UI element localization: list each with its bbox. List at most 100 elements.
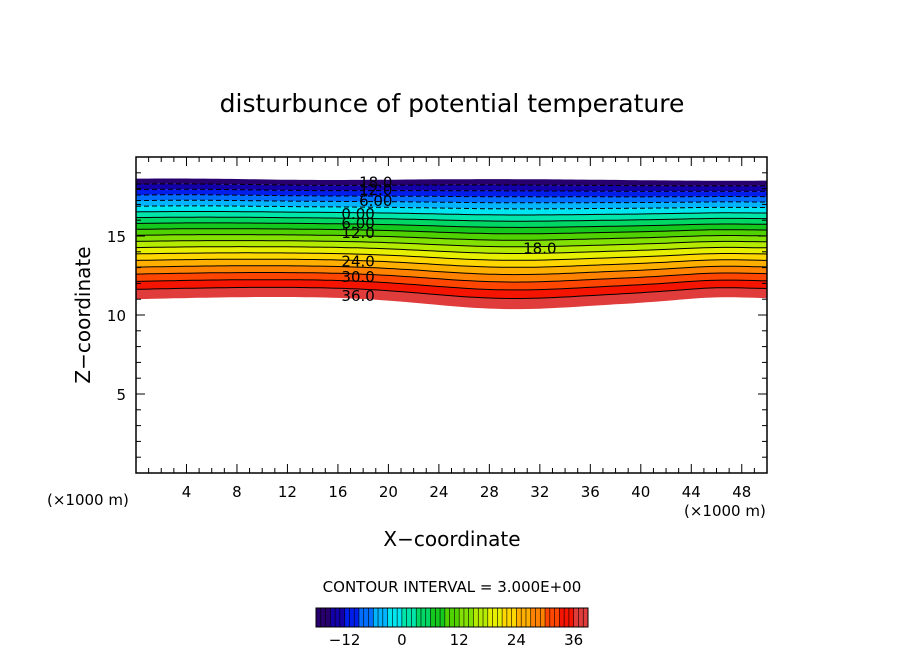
contour-label: 30.0 <box>341 268 374 286</box>
axis-ticks <box>136 157 767 473</box>
x-tick-label: 8 <box>232 483 242 501</box>
colorbar-swatch <box>540 608 546 627</box>
contour-label: 0.00 <box>341 205 374 223</box>
colorbar-swatch <box>506 608 512 627</box>
x-origin-unit: (×1000 m) <box>47 491 129 509</box>
colorbar-swatch <box>411 608 417 627</box>
contour-line <box>136 272 767 283</box>
contour-line <box>136 205 767 210</box>
colorbar-swatch <box>387 608 393 627</box>
x-axis-unit: (×1000 m) <box>684 502 766 520</box>
colorbar-swatch <box>492 608 498 627</box>
contour-line <box>136 240 767 248</box>
contour-band <box>136 222 767 234</box>
colorbar-swatch <box>573 608 579 627</box>
colorbar-swatch <box>568 608 574 627</box>
contour-band <box>136 240 767 254</box>
contour-line <box>136 286 767 299</box>
colorbar-swatch <box>530 608 536 627</box>
contour-line <box>136 258 767 268</box>
colorbar-swatch <box>578 608 584 627</box>
contour-field <box>136 178 767 310</box>
contour-label: 12.0 <box>359 181 392 199</box>
colorbar-swatch <box>440 608 446 627</box>
contour-label: 18.0 <box>359 173 392 191</box>
contour-band <box>136 287 767 310</box>
colorbar-swatch <box>559 608 565 627</box>
colorbar-swatch <box>468 608 474 627</box>
contour-band <box>136 252 767 268</box>
contour-line <box>136 265 767 276</box>
colorbar-swatch <box>554 608 560 627</box>
x-tick-label: 40 <box>631 483 650 501</box>
colorbar-swatch <box>473 608 479 627</box>
colorbar-swatch <box>420 608 427 627</box>
contour-band <box>136 272 767 290</box>
contour-label: 18.0 <box>523 240 556 258</box>
x-tick-label: 32 <box>530 483 549 501</box>
colorbar-swatch <box>583 608 589 627</box>
colorbar-swatch <box>368 608 374 627</box>
contour-line <box>136 252 767 261</box>
contour-line <box>136 228 767 235</box>
contour-band <box>136 279 767 299</box>
contour-line <box>136 211 767 216</box>
colorbar-swatch <box>339 608 345 627</box>
y-axis-label: Z−coordinate <box>71 246 95 383</box>
x-tick-labels: 4 8 12 16 20 24 28 32 36 40 44 48 <box>182 483 752 501</box>
colorbar-tick-label: −12 <box>329 631 361 649</box>
colorbar-swatch <box>516 608 522 627</box>
contour-band <box>136 194 767 203</box>
contour-lines <box>136 183 767 299</box>
contour-interval: CONTOUR INTERVAL = 3.000E+00 <box>323 578 582 596</box>
contour-band <box>136 205 767 215</box>
x-tick-label: 44 <box>682 483 701 501</box>
contour-band <box>136 211 767 222</box>
y-tick-label: 15 <box>107 228 126 246</box>
chart-title: disturbunce of potential temperature <box>220 89 685 118</box>
colorbar-swatch <box>330 608 336 627</box>
colorbar-tick-label: 0 <box>397 631 407 649</box>
colorbar-swatch <box>463 608 469 627</box>
colorbar-swatch <box>378 608 384 627</box>
contour-band <box>136 259 767 275</box>
colorbar-swatch <box>525 608 532 627</box>
colorbar-frame <box>315 607 589 628</box>
colorbar-swatch <box>511 608 517 627</box>
colorbar-swatch <box>502 608 508 627</box>
colorbar-tick-label: 12 <box>450 631 469 649</box>
colorbar-swatch <box>549 608 555 627</box>
colorbar-swatch <box>535 608 541 627</box>
colorbar-swatch <box>444 608 450 627</box>
x-tick-label: 16 <box>328 483 347 501</box>
colorbar-tick-labels: −12 0 12 24 36 <box>329 631 583 649</box>
colorbar-swatch <box>335 608 341 627</box>
contour-line <box>136 183 767 187</box>
contour-line <box>136 234 767 241</box>
colorbar-swatch <box>344 608 350 627</box>
contour-label: 6.00 <box>359 192 392 210</box>
colorbar-swatch <box>392 608 398 627</box>
colorbar-swatch <box>401 608 407 627</box>
colorbar-swatch <box>454 608 460 627</box>
contour-band <box>136 178 767 186</box>
contour-line <box>136 194 767 198</box>
contour-line <box>136 188 767 192</box>
colorbar-swatch <box>564 608 570 627</box>
contour-line <box>136 199 767 204</box>
contour-label: 6.00 <box>341 214 374 232</box>
contour-band <box>136 217 767 228</box>
x-tick-label: 36 <box>581 483 600 501</box>
colorbar-swatch <box>545 608 551 627</box>
colorbar-swatch <box>316 608 322 627</box>
colorbar-tick-label: 36 <box>564 631 583 649</box>
contour-line <box>136 216 767 222</box>
contour-line <box>136 246 767 254</box>
contour-band <box>136 234 767 247</box>
x-axis-label: X−coordinate <box>383 527 520 551</box>
colorbar-swatch <box>354 608 360 627</box>
x-tick-label: 20 <box>379 483 398 501</box>
contour-label: 12.0 <box>341 224 374 242</box>
